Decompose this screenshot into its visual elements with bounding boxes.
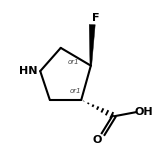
- Text: or1: or1: [70, 88, 82, 94]
- Text: or1: or1: [67, 59, 79, 65]
- Text: HN: HN: [19, 66, 37, 76]
- Text: OH: OH: [134, 107, 153, 117]
- Text: O: O: [93, 134, 102, 144]
- Text: F: F: [92, 13, 99, 23]
- Polygon shape: [89, 24, 95, 66]
